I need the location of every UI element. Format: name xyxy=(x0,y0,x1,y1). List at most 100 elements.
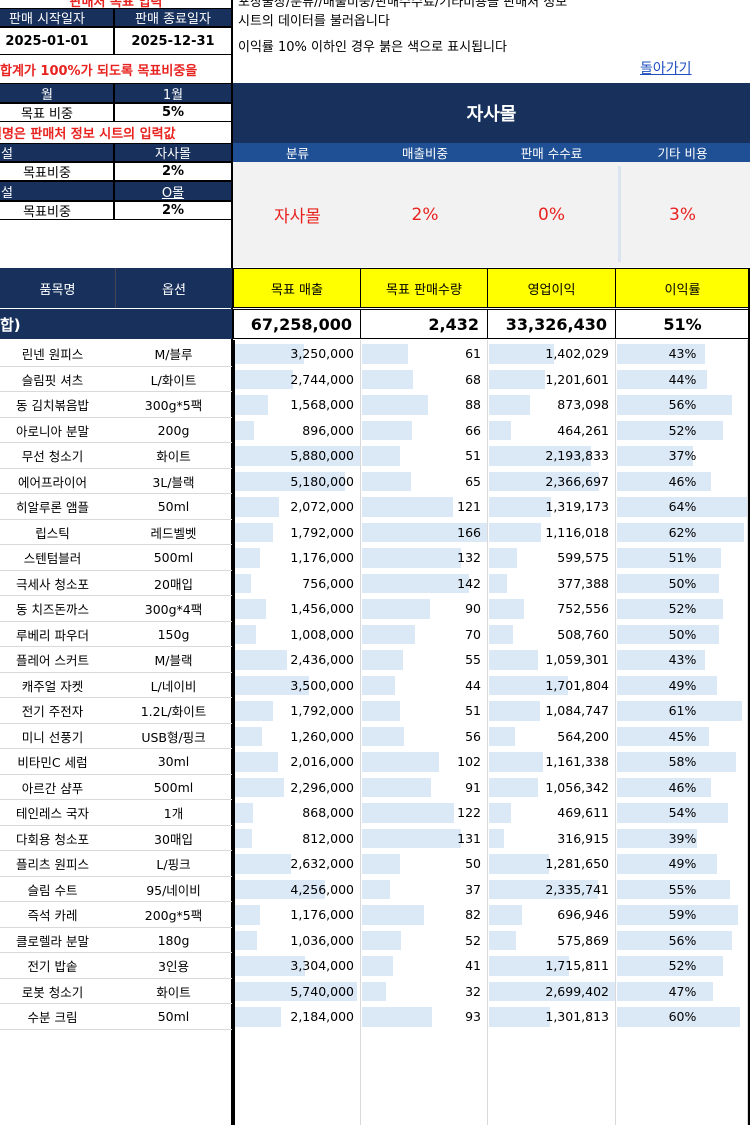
row-op-profit: 1,201,601 xyxy=(489,367,615,393)
row-target-qty-text: 132 xyxy=(457,550,481,566)
row-target-qty: 55 xyxy=(362,647,487,673)
row-margin-text: 39% xyxy=(668,830,697,846)
row-target-sales-databar xyxy=(235,981,357,1001)
row-margin-text: 37% xyxy=(668,448,697,464)
row-margin-text: 46% xyxy=(668,779,697,795)
row-target-sales: 2,632,000 xyxy=(235,851,360,877)
row-target-sales-text: 4,256,000 xyxy=(290,881,354,897)
row-margin-databar xyxy=(617,446,693,466)
row-margin-databar xyxy=(617,395,732,415)
row-margin-databar xyxy=(617,956,723,976)
row-op-profit: 1,059,301 xyxy=(489,647,615,673)
row-op-profit-databar xyxy=(489,675,568,695)
row-target-sales: 2,744,000 xyxy=(235,367,360,393)
row-margin-text: 61% xyxy=(668,703,697,719)
total-sales: 67,258,000 xyxy=(233,309,361,339)
header-product: 품목명 xyxy=(0,268,115,308)
row-target-qty: 51 xyxy=(362,443,487,469)
row-op-profit-databar xyxy=(489,522,541,542)
row-option: 30ml xyxy=(157,754,190,770)
row-target-sales: 4,256,000 xyxy=(235,877,360,903)
row-target-qty-databar xyxy=(362,650,403,670)
row-target-sales-databar xyxy=(235,854,291,874)
row-target-sales: 756,000 xyxy=(235,571,360,597)
row-margin-databar xyxy=(617,522,744,542)
row-product-name: 린넨 원피스 xyxy=(21,347,84,363)
row-target-sales-text: 1,260,000 xyxy=(290,728,354,744)
row-product-name: 에어프라이어 xyxy=(17,474,87,490)
row-op-profit-databar xyxy=(489,981,615,1001)
row-op-profit: 1,715,811 xyxy=(489,953,615,979)
row-target-qty-databar xyxy=(362,369,413,389)
row-margin: 50% xyxy=(617,622,748,648)
weight-warning: 합계가 100%가 되도록 목표비중을 xyxy=(0,63,198,79)
row-target-qty: 142 xyxy=(362,571,487,597)
channel2-cat-label: 설 xyxy=(0,181,114,201)
row-target-qty-databar xyxy=(362,446,400,466)
row-target-qty-databar xyxy=(362,599,430,619)
row-op-profit-text: 316,915 xyxy=(557,830,609,846)
row-margin-databar xyxy=(617,981,713,1001)
row-product-name: 루베리 파우더 xyxy=(16,627,89,643)
row-target-qty-databar xyxy=(362,828,461,848)
row-target-qty: 37 xyxy=(362,877,487,903)
start-date-field[interactable]: 2025-01-01 xyxy=(0,27,114,55)
row-target-sales-text: 3,500,000 xyxy=(290,677,354,693)
row-target-sales-databar xyxy=(235,777,284,797)
row-target-qty: 61 xyxy=(362,341,487,367)
row-target-qty: 56 xyxy=(362,724,487,750)
row-target-qty-databar xyxy=(362,956,393,976)
row-margin-databar xyxy=(617,879,730,899)
row-op-profit-databar xyxy=(489,548,517,568)
row-target-sales-databar xyxy=(235,650,287,670)
row-margin: 56% xyxy=(617,392,748,418)
row-separator xyxy=(0,595,232,596)
row-margin-text: 55% xyxy=(668,881,697,897)
channel-panel-title: 자사몰 xyxy=(233,83,750,143)
row-target-sales-text: 1,036,000 xyxy=(290,932,354,948)
row-target-qty-text: 82 xyxy=(465,907,481,923)
row-op-profit-databar xyxy=(489,752,543,772)
row-option: 300g*5팩 xyxy=(144,398,203,414)
row-target-sales-databar xyxy=(235,701,273,721)
back-link[interactable]: 돌아가기 xyxy=(640,61,692,77)
end-date-field[interactable]: 2025-12-31 xyxy=(114,27,232,55)
month-weight-label: 목표 비중 xyxy=(0,103,114,122)
row-op-profit-text: 469,611 xyxy=(557,805,609,821)
row-option: 20매입 xyxy=(154,576,193,592)
row-product-name: 동 치즈돈까스 xyxy=(16,602,89,618)
month-weight-value[interactable]: 5% xyxy=(114,103,232,122)
channel1-weight-value[interactable]: 2% xyxy=(114,162,232,181)
row-target-sales-text: 1,456,000 xyxy=(290,601,354,617)
channel2-weight-value[interactable]: 2% xyxy=(114,201,232,220)
channel1-name: 자사몰 xyxy=(114,143,232,162)
row-target-sales-databar xyxy=(235,956,305,976)
row-target-qty: 65 xyxy=(362,469,487,495)
row-separator xyxy=(0,773,232,775)
row-margin-text: 49% xyxy=(668,856,697,872)
row-target-qty-text: 56 xyxy=(465,728,481,744)
row-target-qty-text: 50 xyxy=(465,856,481,872)
row-option: 레드벨벳 xyxy=(150,525,197,541)
row-target-sales: 5,880,000 xyxy=(235,443,360,469)
header-margin: 이익률 xyxy=(615,268,750,308)
row-target-sales-text: 3,304,000 xyxy=(290,958,354,974)
channel-header-category: 분류 xyxy=(285,146,309,161)
row-product-name: 동 김치볶음밥 xyxy=(16,398,89,414)
row-target-qty-databar xyxy=(362,726,404,746)
channel-header-sales-share: 매출비중 xyxy=(401,146,448,161)
row-margin-databar xyxy=(617,369,707,389)
row-target-sales-databar xyxy=(235,752,278,772)
month-header-value: 1월 xyxy=(114,83,232,103)
row-target-qty-text: 131 xyxy=(457,830,481,846)
row-op-profit: 2,699,402 xyxy=(489,979,615,1005)
row-target-qty: 82 xyxy=(362,902,487,928)
row-target-qty-databar xyxy=(362,905,424,925)
row-target-sales-text: 5,880,000 xyxy=(290,448,354,464)
row-option: L/화이트 xyxy=(150,372,197,388)
row-op-profit-databar xyxy=(489,828,504,848)
row-margin-databar xyxy=(617,930,732,950)
row-target-sales: 1,260,000 xyxy=(235,724,360,750)
row-target-qty-text: 91 xyxy=(465,779,481,795)
row-target-qty-databar xyxy=(362,573,469,593)
